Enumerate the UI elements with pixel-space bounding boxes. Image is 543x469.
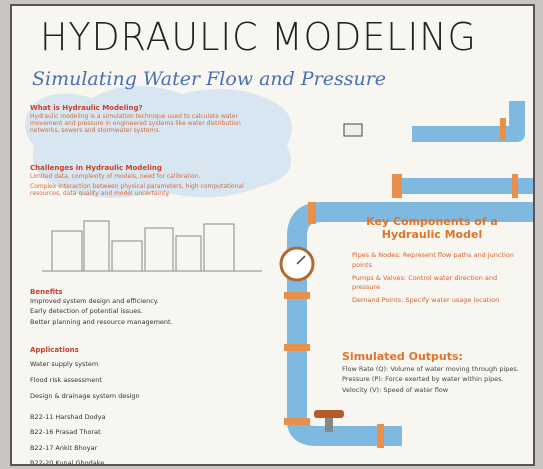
list-item: Design & drainage system design <box>30 390 260 403</box>
section-heading: Key Components of a Hydraulic Model <box>347 216 517 241</box>
valve-stem <box>325 418 333 432</box>
list-item: Flood risk assessment <box>30 374 260 387</box>
poster: HYDRAULIC MODELING Simulating Water Flow… <box>10 4 535 466</box>
flange <box>377 424 384 448</box>
flange <box>284 418 310 425</box>
flange <box>500 118 506 140</box>
section-body: Hydraulic modeling is a simulation techn… <box>30 114 245 135</box>
list-item: Water supply system <box>30 358 260 371</box>
flange <box>284 292 310 299</box>
list-item: Complex interaction between physical par… <box>30 184 250 198</box>
flange <box>284 344 310 351</box>
section-heading: What is Hydraulic Modeling? <box>30 104 260 112</box>
list-item: Pipes & Nodes: Represent flow paths and … <box>352 251 517 271</box>
list: Flow Rate (Q): Volume of water moving th… <box>342 366 522 397</box>
list-item: Better planning and resource management. <box>30 319 260 326</box>
list: Water supply system Flood risk assessment… <box>30 358 260 406</box>
flange <box>512 174 518 198</box>
section-heading: Benefits <box>30 288 260 296</box>
laptop <box>344 124 362 136</box>
main-pipe <box>297 212 535 436</box>
list-item: Demand Points: Specify water usage locat… <box>352 296 517 306</box>
section-heading: Simulated Outputs: <box>342 351 512 364</box>
list: Improved system design and efficiency. Ea… <box>30 298 260 329</box>
flange <box>392 174 402 198</box>
section-heading: Applications <box>30 346 260 354</box>
list-item: Limited data, complexity of models, need… <box>30 174 250 181</box>
buildings <box>42 221 262 271</box>
section-heading: Challenges in Hydraulic Modeling <box>30 164 260 172</box>
list-item: B22-20 Kunal Ghodake <box>30 457 260 466</box>
list-item: Early detection of potential issues. <box>30 308 260 315</box>
list-item: B22-11 Harshad Dodya <box>30 411 260 423</box>
list-item: Velocity (V): Speed of water flow <box>342 387 522 394</box>
flange <box>308 202 316 224</box>
list-item: Pumps & Valves: Control water direction … <box>352 274 517 294</box>
list: Limited data, complexity of models, need… <box>30 174 250 201</box>
list-item: Pressure (P): Force exerted by water wit… <box>342 376 522 383</box>
title: HYDRAULIC MODELING <box>40 16 477 60</box>
list-item: B22-16 Prasad Thorat <box>30 426 260 438</box>
list-item: Flow Rate (Q): Volume of water moving th… <box>342 366 522 373</box>
team-list: B22-11 Harshad Dodya B22-16 Prasad Thorat… <box>30 411 260 466</box>
list-item: B22-17 Ankit Bhoyar <box>30 442 260 454</box>
list-item: Improved system design and efficiency. <box>30 298 260 305</box>
list: Pipes & Nodes: Represent flow paths and … <box>352 251 517 309</box>
valve-handle <box>314 410 344 418</box>
subtitle: Simulating Water Flow and Pressure <box>32 69 386 91</box>
